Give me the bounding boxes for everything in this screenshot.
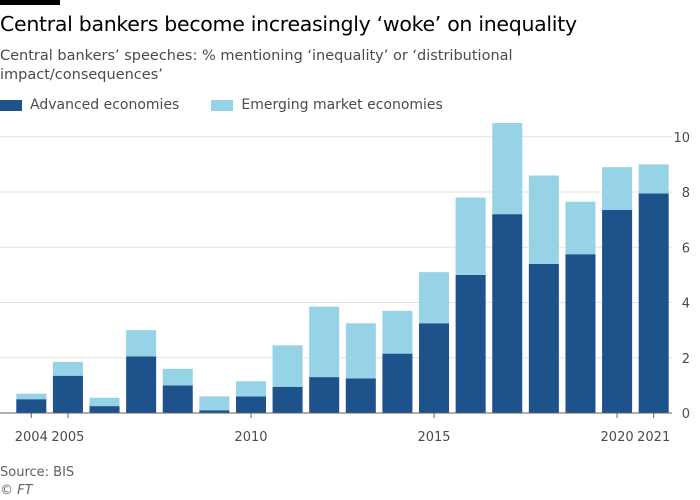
bar-emerging xyxy=(455,197,486,275)
x-tick-label: 2004 xyxy=(15,430,48,445)
bar-advanced xyxy=(199,410,230,413)
legend-swatch-advanced xyxy=(0,99,22,111)
bar-emerging xyxy=(89,397,120,407)
bar-advanced xyxy=(528,263,559,413)
bar-emerging xyxy=(162,368,193,386)
bar-advanced xyxy=(16,399,47,413)
bar-emerging xyxy=(345,323,376,379)
bar-advanced xyxy=(126,356,157,413)
y-tick-label: 0 xyxy=(682,407,690,422)
x-tick-label: 2005 xyxy=(51,430,84,445)
bar-emerging xyxy=(126,330,157,357)
bar-emerging xyxy=(309,306,340,378)
bar-emerging xyxy=(419,272,450,324)
bar-advanced xyxy=(52,375,83,413)
legend-swatch-emerging xyxy=(211,99,234,111)
bar-emerging xyxy=(235,381,266,397)
bar-advanced xyxy=(638,193,669,413)
x-tick-label: 2021 xyxy=(637,430,670,445)
bar-emerging xyxy=(272,345,303,387)
bar-emerging xyxy=(528,175,559,264)
source-note: Source: BIS xyxy=(0,465,75,480)
bar-advanced xyxy=(492,214,523,413)
bar-emerging xyxy=(565,201,596,255)
chart-subtitle: Central bankers’ speeches: % mentioning … xyxy=(0,48,513,83)
y-tick-label: 4 xyxy=(682,297,690,312)
legend-label-emerging: Emerging market economies xyxy=(241,97,443,113)
y-tick-label: 8 xyxy=(682,186,690,201)
brand-bar xyxy=(0,0,60,5)
bar-advanced xyxy=(162,385,193,413)
legend-label-advanced: Advanced economies xyxy=(30,97,180,113)
bar-advanced xyxy=(89,406,120,413)
x-tick-label: 2020 xyxy=(601,430,634,445)
bar-advanced xyxy=(419,323,450,413)
bar-advanced xyxy=(309,377,340,413)
bar-emerging xyxy=(492,123,523,215)
bar-emerging xyxy=(382,310,413,354)
bar-advanced xyxy=(272,386,303,413)
bar-advanced xyxy=(382,353,413,413)
bar-emerging xyxy=(16,393,47,400)
bar-emerging xyxy=(199,396,230,411)
y-tick-label: 6 xyxy=(682,241,690,256)
bar-emerging xyxy=(602,167,633,210)
bar-advanced xyxy=(565,254,596,413)
legend-item-advanced: Advanced economies xyxy=(0,97,179,113)
bar-advanced xyxy=(345,378,376,413)
bar-advanced xyxy=(455,274,486,413)
y-tick-label: 2 xyxy=(682,352,690,367)
legend: Advanced economies Emerging market econo… xyxy=(0,97,475,113)
copyright-note: © FT xyxy=(0,483,33,498)
x-tick-label: 2015 xyxy=(417,430,450,445)
x-tick-label: 2010 xyxy=(234,430,267,445)
bar-emerging xyxy=(638,164,669,194)
bar-advanced xyxy=(235,396,266,413)
y-tick-label: 10 xyxy=(673,131,690,146)
legend-item-emerging: Emerging market economies xyxy=(211,97,443,113)
chart-title: Central bankers become increasingly ‘wok… xyxy=(0,12,577,36)
bar-advanced xyxy=(602,210,633,413)
bar-emerging xyxy=(52,361,83,376)
stacked-bar-chart: 2004 2005 2010 2015 2020 2021 0 2 4 6 8 10 xyxy=(0,123,690,445)
